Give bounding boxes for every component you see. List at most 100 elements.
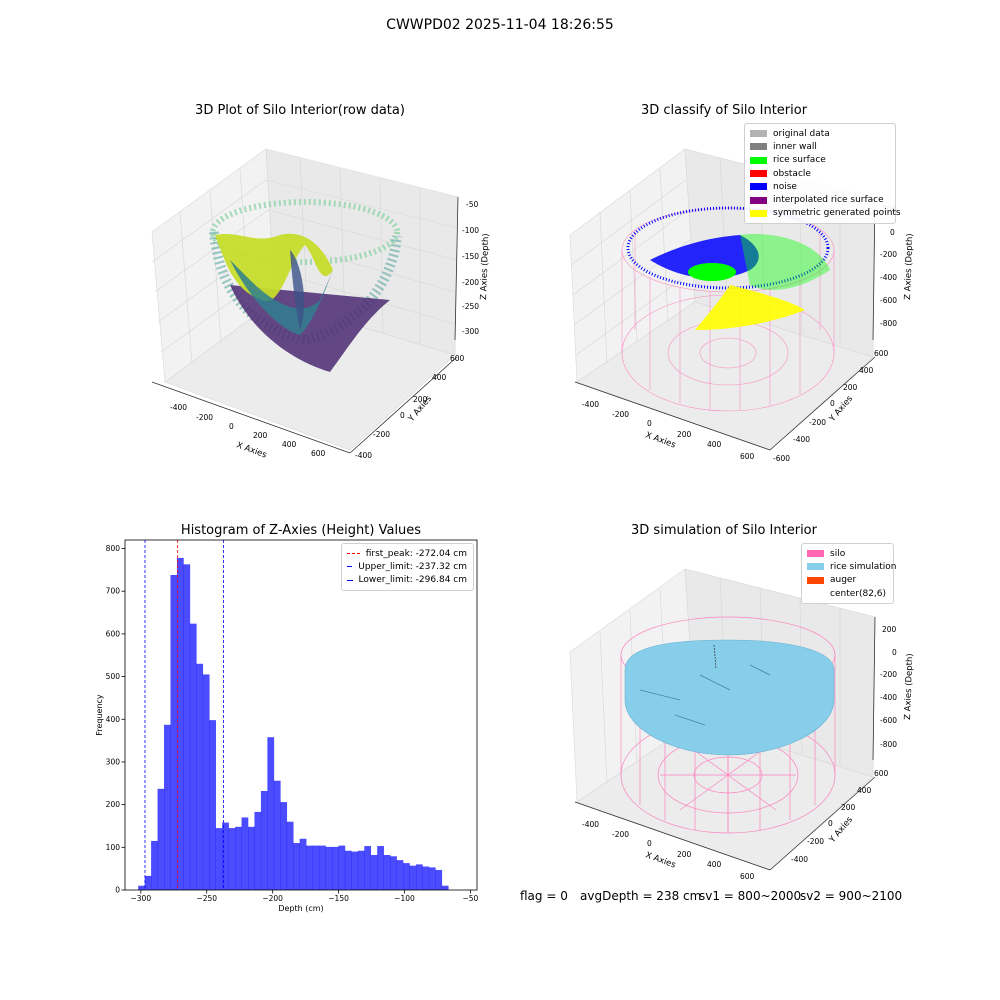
plot1-ytick: 600 (450, 354, 465, 363)
legend-label: first_peak: -272.04 cm (365, 548, 467, 559)
histogram-bar (422, 866, 430, 890)
histogram-ytick-label: 700 (106, 587, 121, 596)
legend-swatch (750, 156, 767, 164)
histogram-bar (370, 855, 378, 890)
plot1-3d-axes: -400 -200 0 200 400 600 X Axies -400 -20… (151, 148, 491, 461)
avg-depth-text: avgDepth = 238 cm (580, 889, 702, 903)
legend-label: rice surface (773, 155, 826, 166)
plot1-zlabel: Z Axies (Depth) (479, 233, 491, 300)
plot4-ytick: 0 (828, 819, 833, 828)
histogram-title: Histogram of Z-Axies (Height) Values (180, 523, 422, 538)
plot2-legend-item: inner wall (750, 140, 889, 153)
plot1-title: 3D Plot of Silo Interior(row data) (195, 103, 405, 118)
plot2-legend: original data inner wall rice surface ob… (744, 123, 901, 225)
histogram-ytick-label: 800 (106, 544, 121, 553)
histogram-bar (260, 790, 268, 890)
legend-line-swatch (347, 566, 353, 568)
plot1-xtick: 600 (311, 449, 326, 458)
plot4-legend-item: center(82,6) (807, 587, 887, 600)
flag-text: flag = 0 (520, 889, 568, 903)
plot1-ztick: -250 (462, 302, 479, 311)
plot2-zlabel: Z Axies (Depth) (903, 233, 915, 300)
histogram-bar (138, 885, 145, 890)
histogram-ytick-label: 500 (106, 672, 121, 681)
histogram-bar (254, 811, 262, 890)
plot1-ytick: 0 (400, 411, 405, 420)
legend-swatch (750, 130, 767, 138)
legend-label: Lower_limit: -296.84 cm (358, 575, 467, 586)
histogram-ytick-label: 300 (106, 757, 121, 766)
plot2-xlabel: X Axies (644, 430, 677, 450)
plot2-title: 3D classify of Silo Interior (640, 103, 808, 118)
histogram-bar (344, 850, 352, 890)
plot4-zticks: 200 0 -200 -400 -600 -800 (880, 625, 897, 749)
plot4-ytick: -400 (791, 855, 808, 864)
plot4-xtick: 600 (740, 872, 755, 881)
plot4-xtick: -400 (582, 820, 599, 829)
histogram-bar (248, 826, 255, 890)
plot2-xtick: -400 (582, 400, 599, 409)
plot1-xtick: -400 (170, 403, 187, 412)
histogram-bar (157, 788, 165, 890)
plot2-legend-item: obstacle (750, 167, 889, 180)
plot2-ztick: -800 (880, 319, 897, 328)
plot1-yticks: -400 -200 0 200 400 600 (355, 354, 465, 460)
plot2-legend-item: symmetric generated points (750, 207, 901, 220)
histogram-bar (144, 875, 152, 890)
plot1-ytick: -400 (355, 451, 372, 460)
plot4-ytick: 600 (874, 769, 889, 778)
histogram-legend-item: Lower_limit: -296.84 cm (347, 574, 467, 587)
plot1-ytick: -200 (373, 430, 390, 439)
histogram-legend-item: Upper_limit: -237.32 cm (347, 560, 467, 573)
histogram-bar (357, 850, 365, 890)
histogram-bar (273, 780, 281, 890)
legend-label: auger (830, 575, 857, 586)
legend-label: inner wall (773, 141, 817, 152)
histogram-bar (164, 724, 171, 890)
plot4-xtick: 0 (647, 839, 652, 848)
histogram-bar (280, 802, 288, 890)
histogram-xtick-label: −150 (328, 894, 349, 903)
plot2-xtick: 200 (677, 430, 692, 439)
plot2-legend-item: rice surface (750, 154, 889, 167)
histogram-bar (209, 720, 217, 890)
plot2-rice-surface-band (740, 234, 830, 290)
sv1-text: sv1 = 800~2000 (699, 889, 802, 903)
plot4-ztick: -800 (880, 740, 897, 749)
histogram-bar (228, 828, 236, 890)
histogram-bar (202, 674, 210, 890)
legend-line-swatch (347, 579, 353, 581)
legend-label: interpolated rice surface (773, 195, 884, 206)
plot2-symmetric-points (695, 285, 805, 330)
histogram-bar (170, 575, 178, 890)
legend-swatch (750, 183, 767, 191)
histogram-xtick-label: −200 (262, 894, 283, 903)
plot4-ztick: -600 (880, 716, 897, 725)
plot2-ytick: -200 (809, 418, 826, 427)
plot4-ztick: -200 (880, 670, 897, 679)
histogram-bar (235, 826, 242, 890)
plot2-xtick: 400 (707, 440, 722, 449)
legend-label: center(82,6) (830, 588, 887, 599)
histogram-bar (183, 564, 191, 890)
plot1-ztick: -100 (462, 226, 479, 235)
legend-swatch (750, 143, 767, 151)
histogram-xlabel: Depth (cm) (278, 904, 323, 913)
legend-label: obstacle (773, 168, 811, 179)
plot4-xtick: -200 (612, 830, 629, 839)
legend-label: silo (830, 548, 846, 559)
histogram-ytick-label: 400 (106, 715, 121, 724)
plot4-rice-texture (639, 664, 771, 726)
histogram-bar (351, 851, 359, 890)
histogram-ytick-label: 600 (106, 629, 121, 638)
histogram-bar (189, 623, 197, 890)
plot1-ztick: -50 (466, 200, 478, 209)
legend-swatch (750, 196, 767, 204)
histogram-bar (286, 821, 294, 890)
histogram-bar (306, 845, 313, 890)
plot1-axis-lines (151, 196, 459, 454)
histogram-legend-item: first_peak: -272.04 cm (347, 547, 467, 560)
legend-label: noise (773, 181, 797, 192)
plot4-xtick: 400 (707, 860, 722, 869)
histogram-bar (390, 856, 397, 890)
